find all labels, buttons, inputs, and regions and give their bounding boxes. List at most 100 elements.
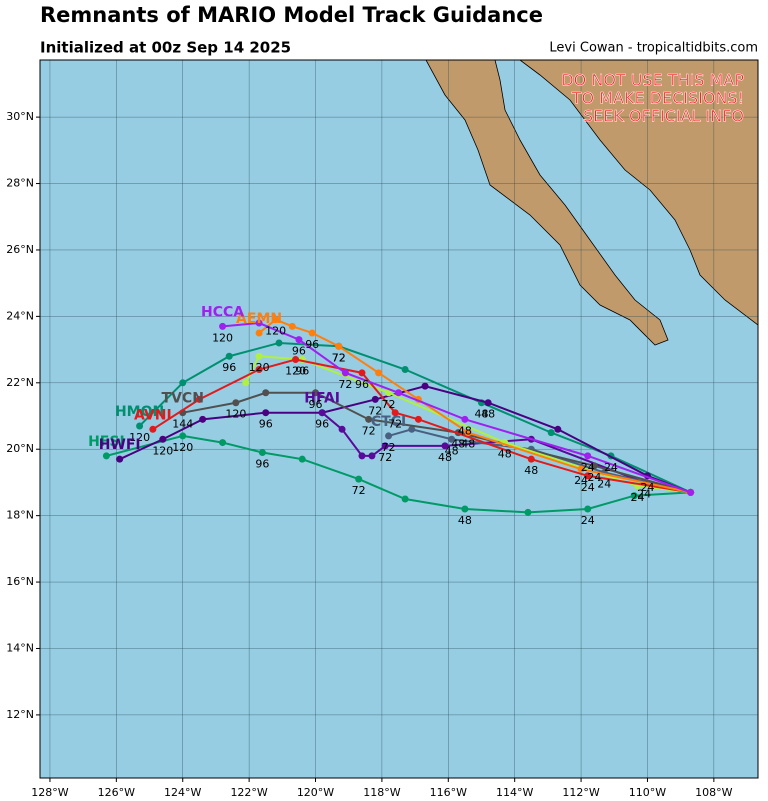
- x-tick-label: 122°W: [230, 786, 267, 799]
- hour-label: 96: [222, 361, 236, 374]
- hour-label: 96: [355, 378, 369, 391]
- track-point: [255, 329, 263, 337]
- track-point: [116, 455, 124, 463]
- track-point: [630, 492, 638, 500]
- track-point: [179, 379, 187, 387]
- track-point: [149, 425, 157, 433]
- x-tick-label: 126°W: [98, 786, 135, 799]
- x-tick-label: 108°W: [695, 786, 732, 799]
- hour-label: 96: [292, 345, 306, 358]
- hour-label: 72: [332, 351, 346, 364]
- warning-text: DO NOT USE THIS MAP: [561, 71, 744, 90]
- track-point: [461, 415, 469, 423]
- y-tick-label: 24°N: [6, 309, 34, 322]
- track-point: [358, 452, 366, 460]
- track-point: [242, 379, 250, 387]
- track-point: [159, 435, 167, 443]
- hour-label: 48: [438, 451, 452, 464]
- hour-label: 24: [640, 481, 654, 494]
- model-label: HFAI: [304, 391, 340, 407]
- track-point: [401, 495, 409, 503]
- track-point: [338, 425, 346, 433]
- model-label: AEMN: [236, 311, 282, 327]
- labels: 128°W 126°W 124°W 122°W 120°W 118°W 116°W 114°W…: [6, 70, 744, 799]
- track-point: [102, 452, 110, 460]
- hour-label: 120: [152, 444, 173, 457]
- track-point: [524, 508, 532, 516]
- hour-label: 96: [315, 418, 329, 431]
- hour-label: 120: [172, 441, 193, 454]
- hour-label: 144: [172, 418, 193, 431]
- track-point: [312, 389, 320, 397]
- hour-label: 96: [305, 338, 319, 351]
- warning-text: TO MAKE DECISIONS!: [571, 89, 744, 108]
- y-tick-label: 16°N: [6, 575, 34, 588]
- track-point: [255, 352, 263, 360]
- track-point: [401, 366, 409, 374]
- y-tick-label: 18°N: [6, 509, 34, 522]
- tracks: [102, 316, 695, 516]
- track-line: [138, 341, 692, 494]
- track-line: [258, 318, 691, 494]
- y-tick-label: 14°N: [6, 641, 34, 654]
- hour-label: 96: [309, 398, 323, 411]
- track-point: [232, 399, 240, 407]
- model-label: HWFI: [99, 437, 141, 453]
- warning-text: SEEK OFFICIAL INFO: [583, 107, 744, 126]
- hour-label: 24: [581, 461, 595, 474]
- track-point: [381, 442, 389, 450]
- hour-label: 48: [445, 444, 459, 457]
- x-tick-label: 114°W: [496, 786, 533, 799]
- track-point: [590, 462, 598, 470]
- hour-label: 120: [129, 431, 150, 444]
- track-point: [461, 505, 469, 513]
- track-point: [318, 409, 326, 417]
- track-point: [547, 429, 555, 437]
- x-tick-label: 110°W: [629, 786, 666, 799]
- y-tick-label: 22°N: [6, 376, 34, 389]
- track-point: [408, 425, 416, 433]
- track-point: [195, 395, 203, 403]
- track-point: [219, 439, 227, 447]
- track-point: [308, 329, 316, 337]
- x-tick-label: 120°W: [297, 786, 334, 799]
- track-point: [292, 356, 300, 364]
- x-tick-label: 118°W: [363, 786, 400, 799]
- grid: [40, 60, 758, 778]
- track-point: [527, 455, 535, 463]
- hour-label: 48: [458, 424, 472, 437]
- track-point: [577, 465, 585, 473]
- chart-title: Remnants of MARIO Model Track Guidance: [40, 3, 543, 27]
- track-point: [448, 435, 456, 443]
- x-tick-label: 112°W: [562, 786, 599, 799]
- track-point: [255, 319, 263, 327]
- hour-label: 96: [255, 458, 269, 471]
- hour-label: 24: [604, 461, 618, 474]
- hour-label: 120: [285, 365, 306, 378]
- model-label: HFSI: [88, 434, 125, 450]
- hour-label: 24: [597, 477, 611, 490]
- hour-label: 48: [451, 438, 465, 451]
- track-point: [584, 505, 592, 513]
- track-point: [295, 336, 303, 344]
- model-label: CTCI: [371, 414, 406, 430]
- hour-label: 120: [265, 325, 286, 338]
- hour-label: 48: [458, 514, 472, 527]
- track-line: [182, 391, 691, 494]
- track-point: [385, 432, 393, 440]
- y-tick-label: 20°N: [6, 442, 34, 455]
- track-point: [554, 425, 562, 433]
- plot-frame: [39, 59, 759, 779]
- track-point: [225, 352, 233, 360]
- hour-label: 72: [378, 451, 392, 464]
- track-point: [375, 369, 383, 377]
- track-point: [584, 472, 592, 480]
- track-line: [152, 358, 691, 494]
- track-point: [298, 455, 306, 463]
- hour-label: 48: [474, 408, 488, 421]
- track-point: [584, 452, 592, 460]
- model-label: AVNI: [134, 407, 172, 423]
- track-point: [262, 409, 270, 417]
- track-point: [391, 409, 399, 417]
- hour-label: 120: [212, 331, 233, 344]
